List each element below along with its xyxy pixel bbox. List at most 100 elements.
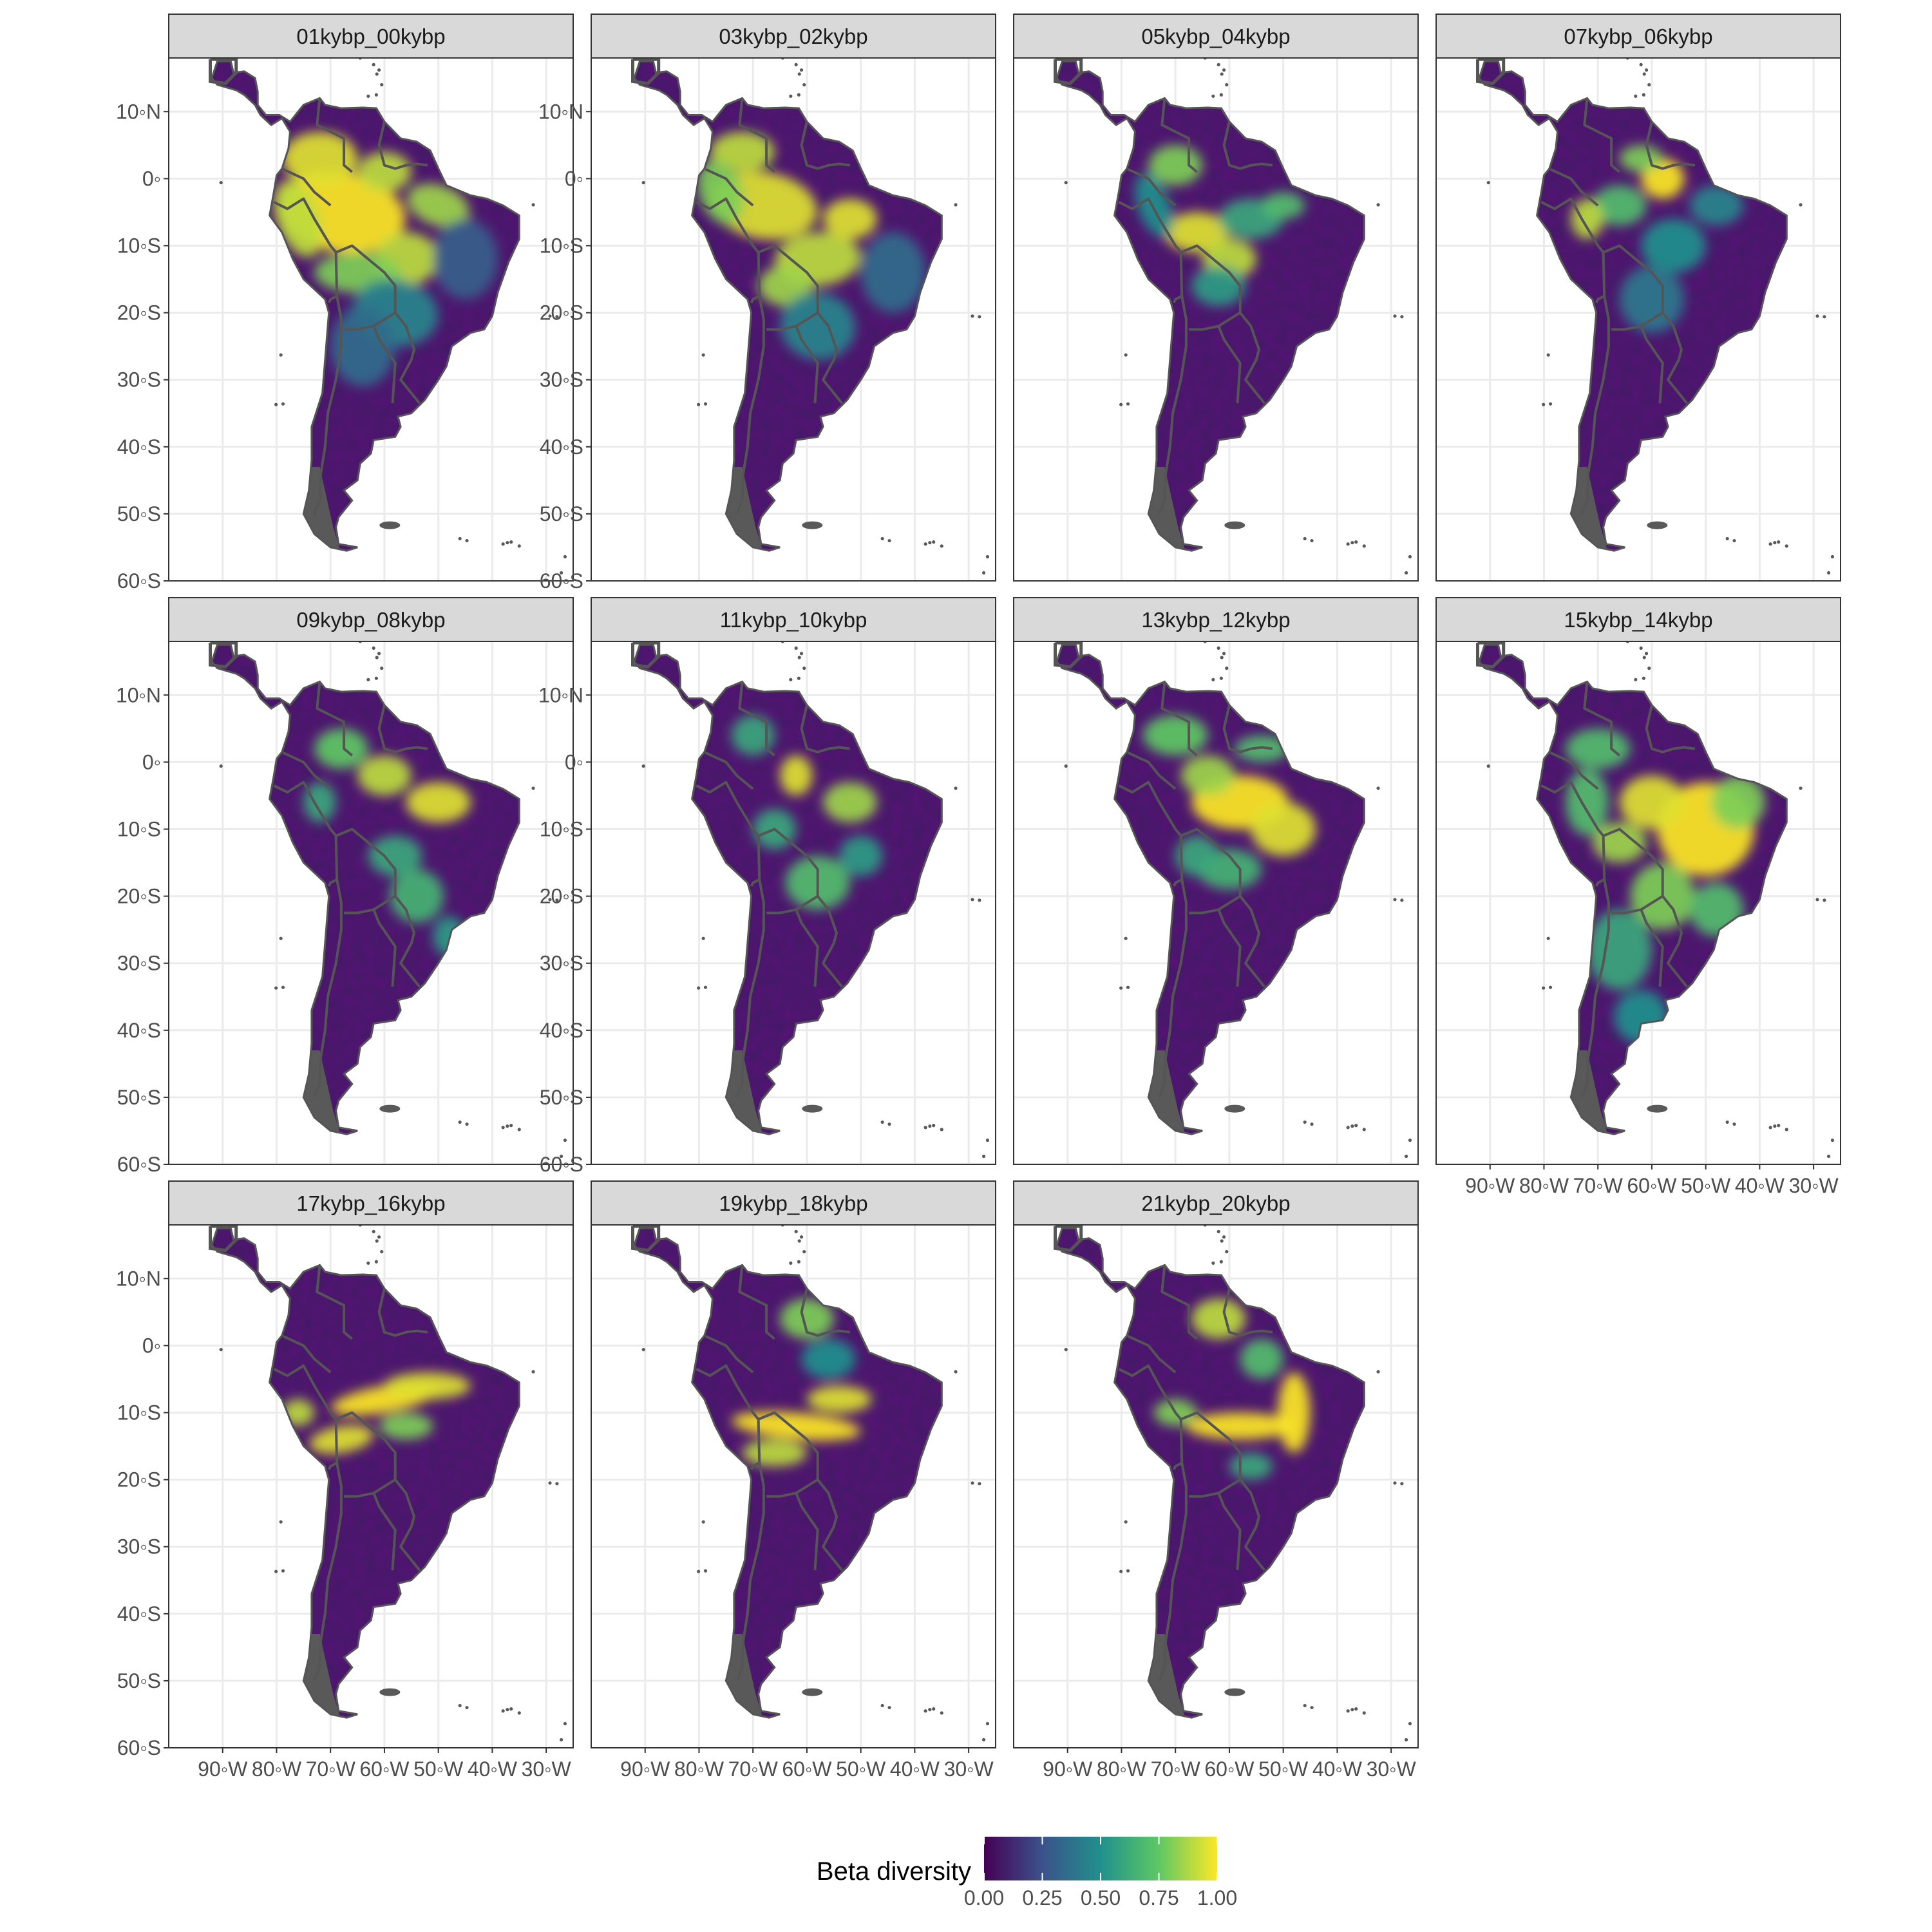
legend-tick-label: 0.75	[1139, 1886, 1179, 1909]
country-border	[316, 1265, 353, 1340]
y-tick-label: 60◦S	[117, 569, 161, 592]
island	[372, 1229, 375, 1234]
country-border	[1549, 751, 1599, 790]
island	[1310, 1122, 1314, 1126]
country-border	[705, 167, 754, 207]
y-tick-label: 10◦S	[117, 1401, 161, 1424]
facet-title: 01kybp_00kybp	[296, 24, 445, 48]
island	[380, 1250, 384, 1254]
diversity-hotspot	[780, 755, 813, 796]
island	[1119, 1569, 1123, 1573]
diversity-hotspot	[330, 306, 395, 387]
island	[1225, 667, 1229, 670]
island	[1219, 676, 1223, 680]
country-border	[1127, 751, 1177, 790]
island	[559, 1738, 564, 1742]
island	[531, 203, 535, 207]
facet-title: 07kybp_06kybp	[1564, 24, 1712, 48]
country-border	[1158, 1463, 1188, 1681]
island	[1542, 402, 1546, 406]
falkland-islands	[1647, 521, 1668, 529]
island	[1725, 1120, 1729, 1124]
facet-title: 11kybp_10kybp	[720, 608, 867, 632]
country-border	[1239, 312, 1265, 404]
country-border	[1602, 828, 1664, 914]
x-tick-label: 70◦W	[728, 1757, 779, 1781]
y-tick-label: 0◦	[565, 750, 583, 773]
island	[802, 1250, 806, 1254]
panel-border	[168, 57, 574, 582]
island	[531, 786, 535, 790]
island	[1219, 93, 1223, 97]
island	[1362, 544, 1366, 548]
panel-border	[168, 1224, 574, 1748]
central-america-outline	[631, 1225, 661, 1253]
diversity-hotspot	[1689, 185, 1744, 226]
island	[789, 1261, 793, 1265]
facet-panel: 21kybp_20kybp 90◦W 80◦W 70◦W 60◦W 50◦W 40◦W 30◦…	[1013, 1180, 1419, 1781]
x-tick-label: 60◦W	[782, 1757, 832, 1781]
country-border	[282, 1334, 332, 1374]
island	[799, 652, 804, 656]
island	[797, 72, 801, 76]
island	[797, 656, 801, 659]
island	[555, 1482, 559, 1486]
island	[509, 1124, 513, 1128]
country-border	[1160, 98, 1198, 173]
y-tick-label: 50◦S	[117, 1669, 161, 1692]
island	[1225, 83, 1229, 87]
country-border	[1540, 197, 1606, 303]
country-border	[1602, 244, 1664, 331]
y-tick-label: 30◦S	[117, 1535, 161, 1558]
diversity-hotspot	[758, 265, 813, 307]
country-border	[282, 167, 332, 207]
x-tick-label: 30◦W	[522, 1757, 572, 1781]
island	[1219, 1260, 1223, 1264]
country-border	[696, 197, 761, 303]
facet-strip	[1013, 597, 1419, 642]
x-tick-label: 40◦W	[890, 1757, 940, 1781]
country-border	[1580, 296, 1610, 515]
x-tick-label: 80◦W	[674, 1757, 724, 1781]
diversity-hotspot	[406, 782, 471, 823]
island	[506, 1708, 509, 1712]
central-america-outline	[631, 641, 661, 669]
panel-border	[1435, 57, 1841, 582]
island	[548, 898, 552, 902]
y-tick-label: 10◦N	[116, 100, 161, 123]
island	[501, 542, 505, 546]
country-border	[394, 895, 421, 988]
country-border	[1583, 98, 1620, 173]
island	[1823, 898, 1826, 902]
diversity-hotspot	[1587, 909, 1652, 990]
country-border	[696, 1364, 761, 1470]
y-tick-label: 10◦S	[540, 234, 583, 257]
island	[880, 1703, 884, 1708]
island	[1785, 544, 1788, 548]
island	[1362, 1128, 1366, 1132]
island	[940, 1711, 943, 1715]
country-border	[1118, 1364, 1184, 1470]
country-border	[738, 1265, 775, 1340]
diversity-hotspot	[309, 1425, 374, 1454]
island	[981, 1738, 986, 1742]
country-border	[1662, 312, 1688, 404]
x-tick-label: 50◦W	[1258, 1757, 1309, 1781]
country-border	[735, 879, 765, 1098]
island	[932, 1707, 936, 1711]
diversity-hotspot	[379, 1412, 433, 1440]
panel-border	[591, 57, 996, 582]
y-tick-label: 10◦N	[116, 683, 161, 706]
island	[279, 936, 283, 940]
panels-layer: 01kybp_00kybp 10◦N 0◦ 10◦S 20◦S 30◦S 40◦S 50◦S 6…	[116, 14, 1841, 1781]
coastline	[1478, 60, 1788, 552]
panel-border	[1013, 641, 1419, 1165]
island	[1639, 62, 1643, 67]
country-border	[1217, 1492, 1242, 1571]
y-tick-label: 60◦S	[117, 1736, 161, 1759]
island	[1354, 1124, 1358, 1128]
diversity-hotspot	[1262, 192, 1305, 219]
island	[1634, 94, 1638, 98]
island	[1642, 676, 1645, 680]
island	[375, 1239, 379, 1243]
